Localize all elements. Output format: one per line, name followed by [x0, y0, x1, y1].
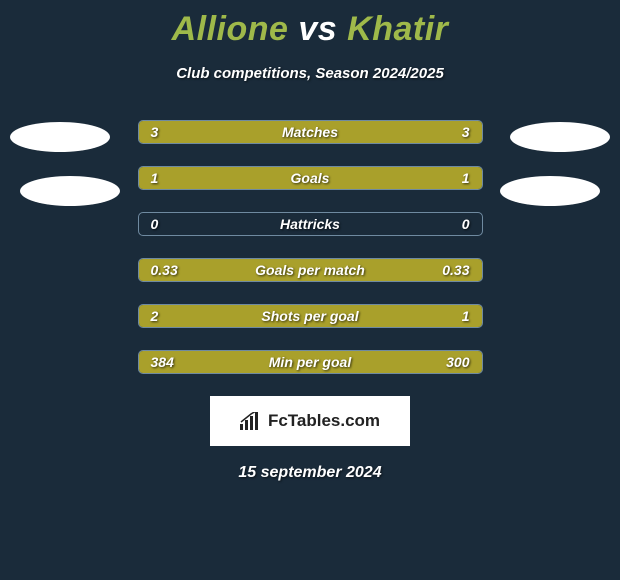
stat-row: 11Goals — [138, 166, 483, 190]
vs-separator: vs — [298, 10, 337, 48]
player-right-avatar-bottom — [500, 176, 600, 206]
stat-label: Goals — [139, 167, 482, 189]
player-right-name: Khatir — [347, 10, 448, 48]
stat-row: 0.330.33Goals per match — [138, 258, 483, 282]
player-right-avatar-top — [510, 122, 610, 152]
watermark-logo: FcTables.com — [210, 396, 410, 446]
snapshot-date: 15 september 2024 — [0, 464, 620, 482]
comparison-title: Allione vs Khatir — [0, 0, 620, 49]
stat-label: Goals per match — [139, 259, 482, 281]
stat-label: Hattricks — [139, 213, 482, 235]
stat-label: Matches — [139, 121, 482, 143]
player-left-name: Allione — [172, 10, 289, 48]
stat-row: 00Hattricks — [138, 212, 483, 236]
stat-label: Shots per goal — [139, 305, 482, 327]
chart-icon — [240, 412, 262, 430]
stat-row: 21Shots per goal — [138, 304, 483, 328]
stats-container: 33Matches 11Goals 00Hattricks 0.330.33Goals… — [138, 120, 483, 374]
subtitle: Club competitions, Season 2024/2025 — [0, 65, 620, 82]
player-left-avatar-bottom — [20, 176, 120, 206]
stat-label: Min per goal — [139, 351, 482, 373]
stat-row: 384300Min per goal — [138, 350, 483, 374]
player-left-avatar-top — [10, 122, 110, 152]
stat-row: 33Matches — [138, 120, 483, 144]
watermark-text: FcTables.com — [268, 411, 380, 431]
